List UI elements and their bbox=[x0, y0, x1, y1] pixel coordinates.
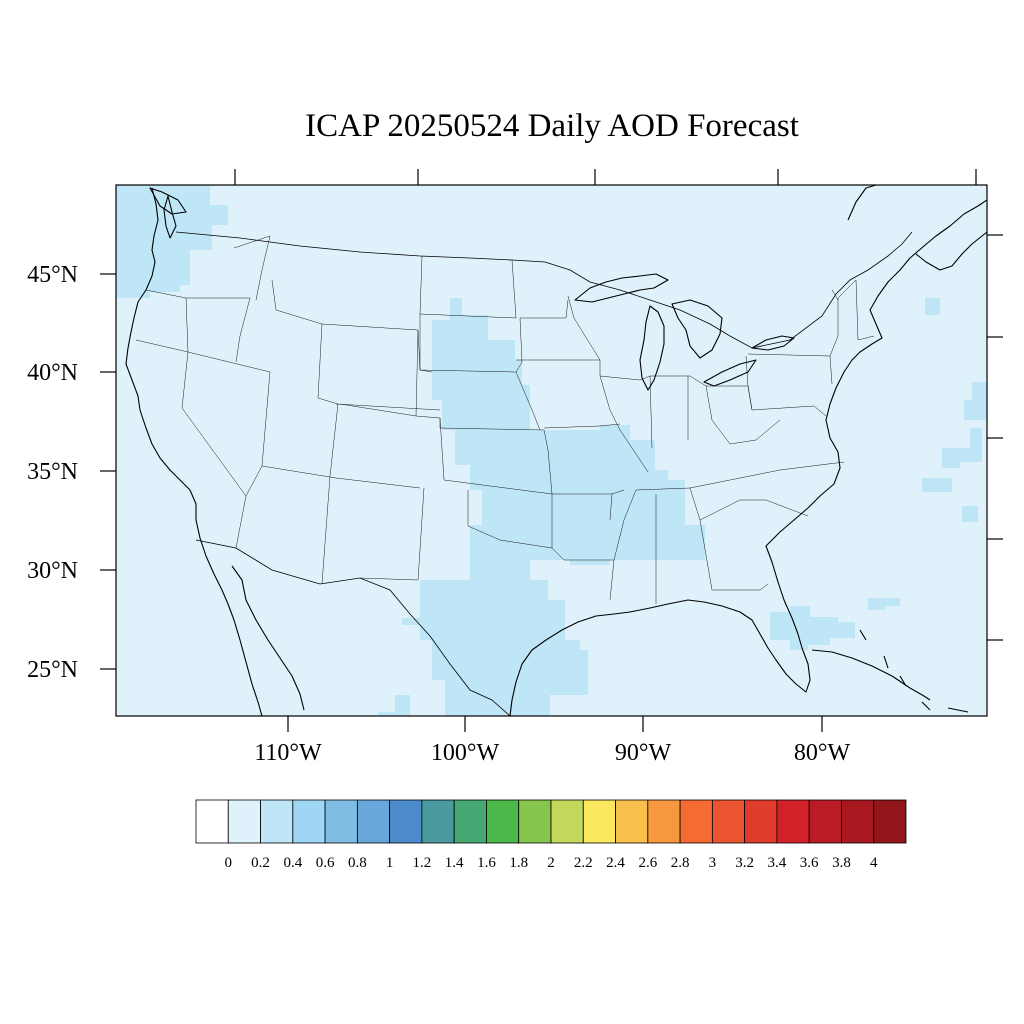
colorbar-label-17: 3.4 bbox=[768, 855, 787, 871]
colorbar-box-1 bbox=[227, 799, 261, 844]
colorbar-label-9: 1.8 bbox=[509, 855, 528, 871]
colorbar-box-8 bbox=[453, 799, 487, 844]
colorbar-box-12 bbox=[582, 799, 616, 844]
colorbar-label-8: 1.6 bbox=[477, 855, 496, 871]
colorbar-box-7 bbox=[421, 799, 455, 844]
colorbar-box-13 bbox=[615, 799, 649, 844]
colorbar-box-5 bbox=[356, 799, 391, 844]
coastline-gulf-of-california bbox=[231, 565, 305, 711]
colorbar-label-12: 2.4 bbox=[606, 855, 625, 871]
colorbar-box-0 bbox=[195, 799, 229, 844]
lake-superior bbox=[574, 273, 669, 303]
colorbar-label-20: 4 bbox=[870, 855, 878, 871]
lon-label-110: 110°W bbox=[254, 740, 322, 766]
great-lakes bbox=[574, 273, 795, 391]
aod-region-central-plains bbox=[402, 298, 705, 716]
colorbar-box-11 bbox=[550, 799, 584, 844]
state-lines-plains bbox=[359, 255, 553, 581]
aod-region-atlantic-a bbox=[868, 598, 900, 610]
colorbar-box-4 bbox=[324, 799, 358, 844]
colorbar-label-10: 2 bbox=[547, 855, 555, 871]
lake-ontario bbox=[751, 335, 795, 351]
state-borders bbox=[135, 235, 875, 604]
colorbar-label-5: 1 bbox=[386, 855, 394, 871]
colorbar-label-2: 0.4 bbox=[283, 855, 302, 871]
lat-label-35: 35°N bbox=[27, 459, 78, 485]
colorbar-label-14: 2.8 bbox=[671, 855, 690, 871]
lat-label-25: 25°N bbox=[27, 657, 78, 683]
colorbar-label-3: 0.6 bbox=[316, 855, 335, 871]
lake-huron bbox=[671, 299, 723, 359]
colorbar: 0 0.2 0.4 0.6 0.8 1 1.2 1.4 1.6 1.8 2 2.2 2.4 2.6 2.8 3… bbox=[195, 799, 907, 871]
colorbar-box-9 bbox=[486, 799, 520, 844]
colorbar-box-14 bbox=[647, 799, 681, 844]
lat-label-40: 40°N bbox=[27, 360, 78, 386]
aod-shaded-regions bbox=[116, 185, 987, 716]
aod-region-atlantic-e bbox=[962, 506, 978, 522]
coastline-pacific bbox=[125, 187, 263, 716]
state-lines-east bbox=[609, 279, 875, 604]
lake-michigan bbox=[639, 305, 665, 391]
colorbar-box-18 bbox=[776, 799, 810, 844]
colorbar-label-4: 0.8 bbox=[348, 855, 367, 871]
map-title: ICAP 20250524 Daily AOD Forecast bbox=[305, 108, 799, 144]
colorbar-box-19 bbox=[808, 799, 842, 844]
colorbar-label-19: 3.8 bbox=[832, 855, 851, 871]
aod-region-gulf-offshore bbox=[378, 695, 410, 716]
lon-label-100: 100°W bbox=[431, 740, 500, 766]
map-panel bbox=[116, 185, 987, 716]
colorbar-label-11: 2.2 bbox=[574, 855, 593, 871]
country-borders bbox=[175, 231, 913, 716]
coastline-hudson-bay-edge bbox=[847, 185, 877, 221]
lake-erie bbox=[703, 359, 757, 387]
colorbar-box-10 bbox=[518, 799, 552, 844]
lon-label-90: 90°W bbox=[615, 740, 672, 766]
colorbar-box-21 bbox=[873, 799, 907, 844]
coastlines bbox=[125, 185, 987, 716]
colorbar-box-6 bbox=[389, 799, 423, 844]
border-us-mexico bbox=[195, 539, 511, 716]
colorbar-label-16: 3.2 bbox=[735, 855, 754, 871]
coastline-vancouver-island bbox=[149, 187, 187, 215]
colorbar-box-3 bbox=[292, 799, 326, 844]
colorbar-label-6: 1.2 bbox=[413, 855, 432, 871]
coastline-puget-sound bbox=[163, 195, 177, 239]
colorbar-label-13: 2.6 bbox=[638, 855, 657, 871]
aod-region-pacific-northwest bbox=[116, 185, 228, 298]
colorbar-label-15: 3 bbox=[709, 855, 717, 871]
colorbar-label-7: 1.4 bbox=[445, 855, 464, 871]
aod-region-atlantic-d bbox=[964, 382, 987, 420]
axis-ticks bbox=[100, 169, 1003, 732]
colorbar-box-20 bbox=[841, 799, 875, 844]
aod-region-atlantic-f bbox=[925, 298, 940, 315]
colorbar-box-15 bbox=[679, 799, 713, 844]
colorbar-label-1: 0.2 bbox=[251, 855, 270, 871]
colorbar-box-17 bbox=[744, 799, 778, 844]
coastline-bahamas bbox=[859, 629, 969, 713]
map-frame bbox=[115, 184, 988, 717]
lat-label-45: 45°N bbox=[27, 262, 78, 288]
aod-region-atlantic-b bbox=[922, 478, 952, 492]
colorbar-label-0: 0 bbox=[225, 855, 233, 871]
aod-region-atlantic-c bbox=[942, 428, 982, 468]
lon-labels: 110°W 100°W 90°W 80°W bbox=[254, 740, 850, 766]
coastline-atlantic bbox=[765, 199, 987, 635]
colorbar-box-16 bbox=[711, 799, 746, 844]
coastline-cuba bbox=[811, 649, 931, 701]
coastline-gulf-of-mexico bbox=[509, 599, 811, 716]
coastline-gulf-of-st-lawrence bbox=[915, 231, 987, 271]
lat-labels: 45°N 40°N 35°N 30°N 25°N bbox=[27, 262, 78, 683]
colorbar-label-18: 3.6 bbox=[800, 855, 819, 871]
lon-label-80: 80°W bbox=[794, 740, 851, 766]
lat-label-30: 30°N bbox=[27, 558, 78, 584]
border-us-canada bbox=[175, 231, 913, 349]
colorbar-box-2 bbox=[260, 799, 294, 844]
